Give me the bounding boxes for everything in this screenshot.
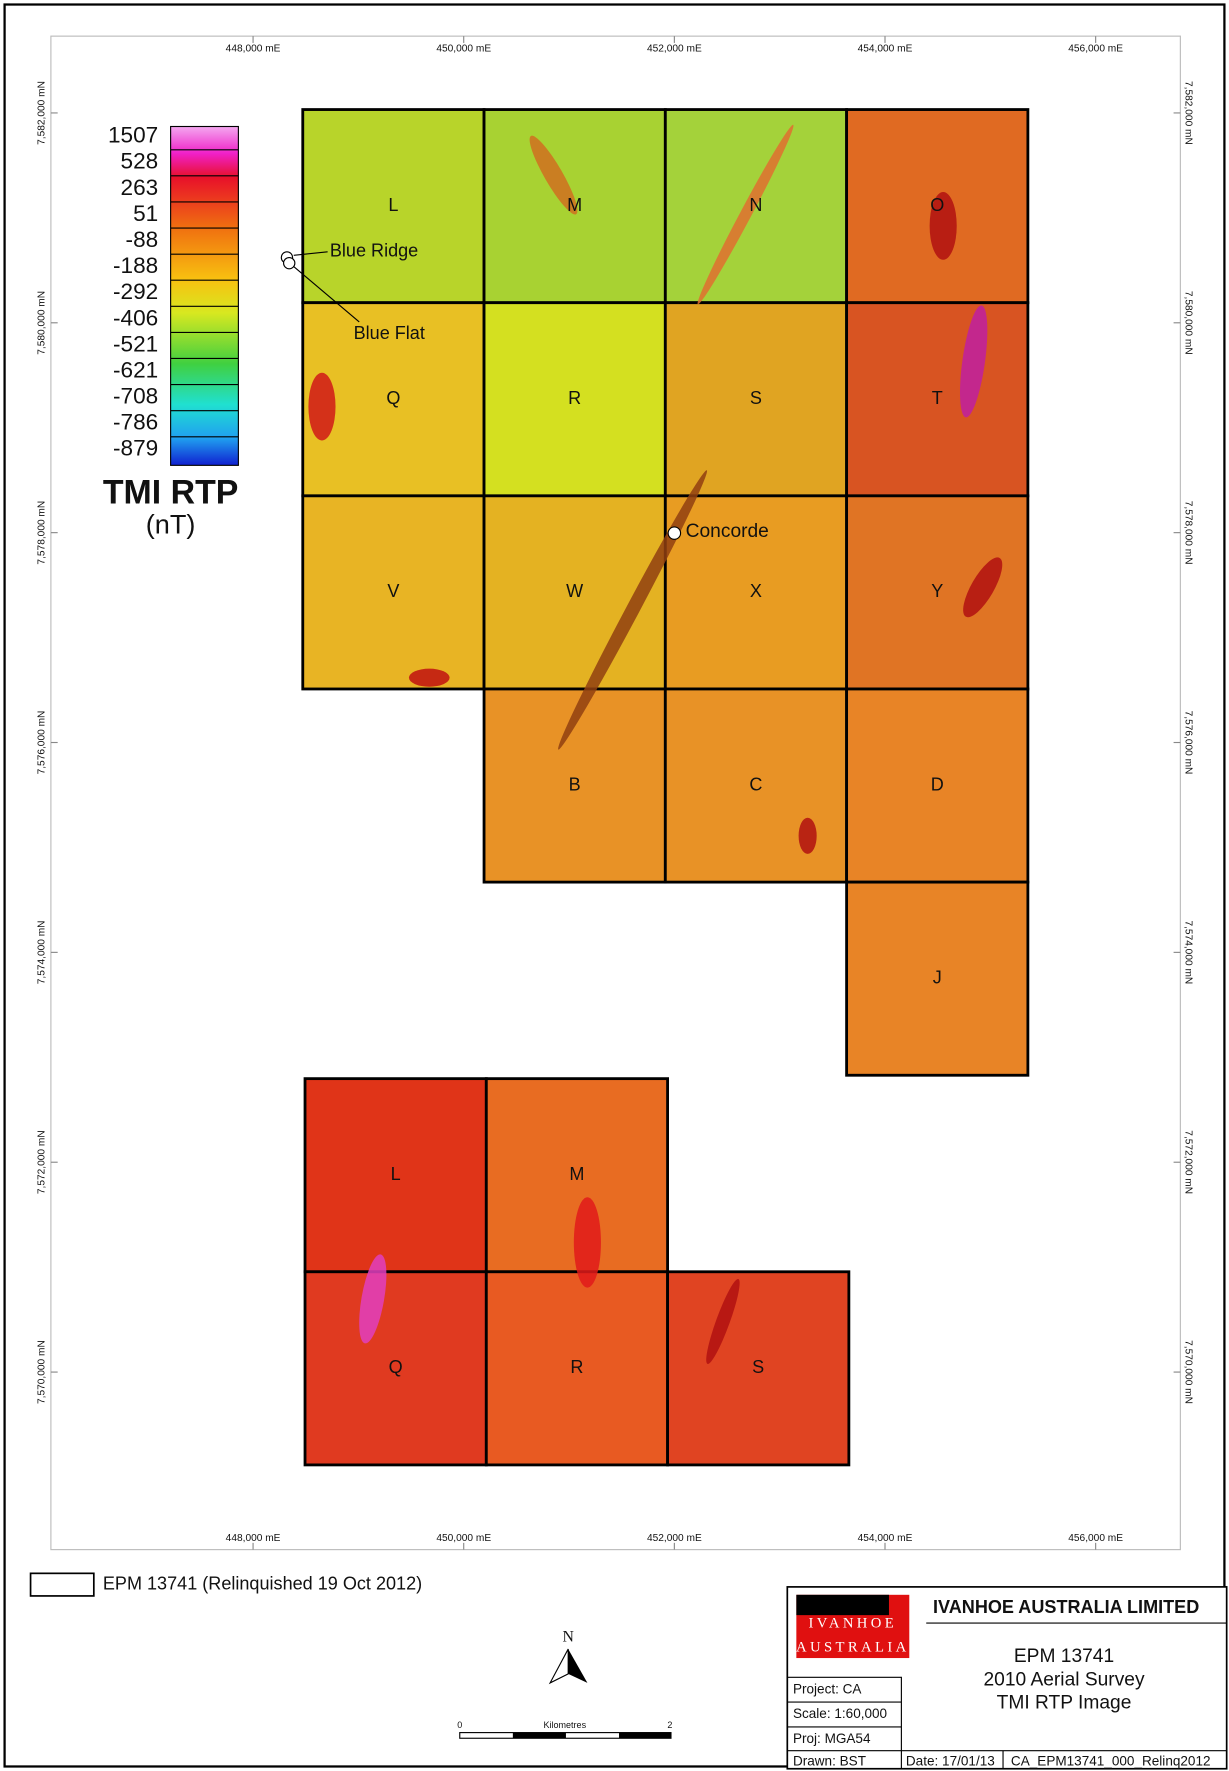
place-label: Blue Ridge <box>330 241 418 261</box>
easting-label: 456,000 mE <box>1068 1533 1123 1544</box>
legend-value: -406 <box>113 305 158 330</box>
block-label: C <box>749 774 762 794</box>
project: Project: CA <box>793 1681 862 1696</box>
map-sheet: TMI RTP (nT) Blue Ridge Blue Flat Concor… <box>0 0 1229 1771</box>
legend-unit: (nT) <box>146 508 196 539</box>
date: Date: 17/01/13 <box>906 1754 995 1769</box>
legend-title: TMI RTP <box>103 474 238 512</box>
drawn: Drawn: BST <box>793 1754 866 1769</box>
logo <box>796 1595 889 1615</box>
block-label: L <box>388 195 398 215</box>
block-label: S <box>750 388 762 408</box>
north-arrow <box>568 1649 587 1683</box>
block-label: M <box>569 1164 584 1184</box>
title-block: IVANHOE AUSTRALIA IVANHOE AUSTRALIA LIMI… <box>787 1587 1226 1769</box>
anomaly <box>308 373 335 441</box>
block-label: R <box>568 388 581 408</box>
legend-value: -708 <box>113 384 158 409</box>
logo-text: AUSTRALIA <box>796 1639 910 1655</box>
scale-label: 2 <box>667 1720 672 1730</box>
legend-value: -188 <box>113 253 158 278</box>
legend-value: 263 <box>121 175 159 200</box>
northing-label: 7,572,000 mN <box>1183 1130 1194 1194</box>
easting-label: 456,000 mE <box>1068 43 1123 54</box>
block-label: J <box>933 967 942 987</box>
color-bar <box>171 127 239 466</box>
north-label: N <box>562 1628 574 1645</box>
anomaly <box>409 669 450 687</box>
easting-label: 450,000 mE <box>436 43 491 54</box>
legend-value: 1507 <box>108 123 158 148</box>
legend-value: -521 <box>113 331 158 356</box>
title-line: 2010 Aerial Survey <box>983 1670 1144 1691</box>
place-marker <box>284 258 295 269</box>
logo-text: IVANHOE <box>808 1616 897 1632</box>
block-label: Y <box>931 581 943 601</box>
scale-label: 0 <box>457 1720 462 1730</box>
northing-label: 7,578,000 mN <box>37 501 48 565</box>
title-line: EPM 13741 <box>1014 1646 1114 1667</box>
block-label: W <box>566 581 583 601</box>
northing-label: 7,582,000 mN <box>1183 81 1194 145</box>
easting-label: 454,000 mE <box>858 43 913 54</box>
easting-label: 448,000 mE <box>226 1533 281 1544</box>
place-marker <box>668 527 680 539</box>
place-label: Blue Flat <box>354 323 425 343</box>
block-label: R <box>570 1357 583 1377</box>
northing-label: 7,578,000 mN <box>1183 501 1194 565</box>
northing-label: 7,574,000 mN <box>37 920 48 984</box>
block-layer <box>303 110 1028 1465</box>
legend-value: -292 <box>113 279 158 304</box>
easting-label: 454,000 mE <box>858 1533 913 1544</box>
block-label: Q <box>386 388 400 408</box>
block-label: N <box>749 195 762 215</box>
easting-label: 448,000 mE <box>226 43 281 54</box>
scale-bar <box>619 1733 671 1739</box>
block-label: L <box>391 1164 401 1184</box>
block-label: B <box>569 774 581 794</box>
scale: Scale: 1:60,000 <box>793 1706 887 1721</box>
block-label: Q <box>389 1357 403 1377</box>
anomaly <box>799 818 817 854</box>
northing-label: 7,570,000 mN <box>37 1340 48 1404</box>
scale-label: Kilometres <box>544 1720 587 1730</box>
anomaly <box>574 1197 601 1287</box>
northing-label: 7,576,000 mN <box>37 711 48 775</box>
easting-label: 450,000 mE <box>436 1533 491 1544</box>
northing-label: 7,570,000 mN <box>1183 1340 1194 1404</box>
block-label: X <box>750 581 762 601</box>
legend-value: -786 <box>113 410 158 435</box>
northing-label: 7,580,000 mN <box>1183 291 1194 355</box>
northing-label: 7,580,000 mN <box>37 291 48 355</box>
block-label: S <box>752 1357 764 1377</box>
north-arrow <box>550 1649 568 1683</box>
block-label: V <box>387 581 399 601</box>
easting-label: 452,000 mE <box>647 1533 702 1544</box>
file-name: CA_EPM13741_000_Relinq2012 <box>1011 1754 1211 1769</box>
northing-label: 7,576,000 mN <box>1183 711 1194 775</box>
projection: Proj: MGA54 <box>793 1731 871 1746</box>
legend-value: -879 <box>113 436 158 461</box>
block-label: T <box>932 388 943 408</box>
block-label: O <box>930 195 944 215</box>
northing-label: 7,574,000 mN <box>1183 920 1194 984</box>
legend-value: 528 <box>121 149 159 174</box>
key-label: EPM 13741 (Relinquished 19 Oct 2012) <box>103 1573 422 1593</box>
northing-label: 7,572,000 mN <box>37 1130 48 1194</box>
block-label: D <box>931 774 944 794</box>
title-line: TMI RTP Image <box>997 1692 1132 1713</box>
easting-label: 452,000 mE <box>647 43 702 54</box>
company: IVANHOE AUSTRALIA LIMITED <box>933 1597 1199 1617</box>
key-swatch <box>31 1573 94 1596</box>
legend-value: -621 <box>113 357 158 382</box>
legend-value: -88 <box>126 227 159 252</box>
scale-bar <box>513 1733 566 1739</box>
block-label: M <box>567 195 582 215</box>
place-label: Concorde <box>686 521 769 542</box>
legend-value: 51 <box>133 201 158 226</box>
northing-label: 7,582,000 mN <box>37 81 48 145</box>
